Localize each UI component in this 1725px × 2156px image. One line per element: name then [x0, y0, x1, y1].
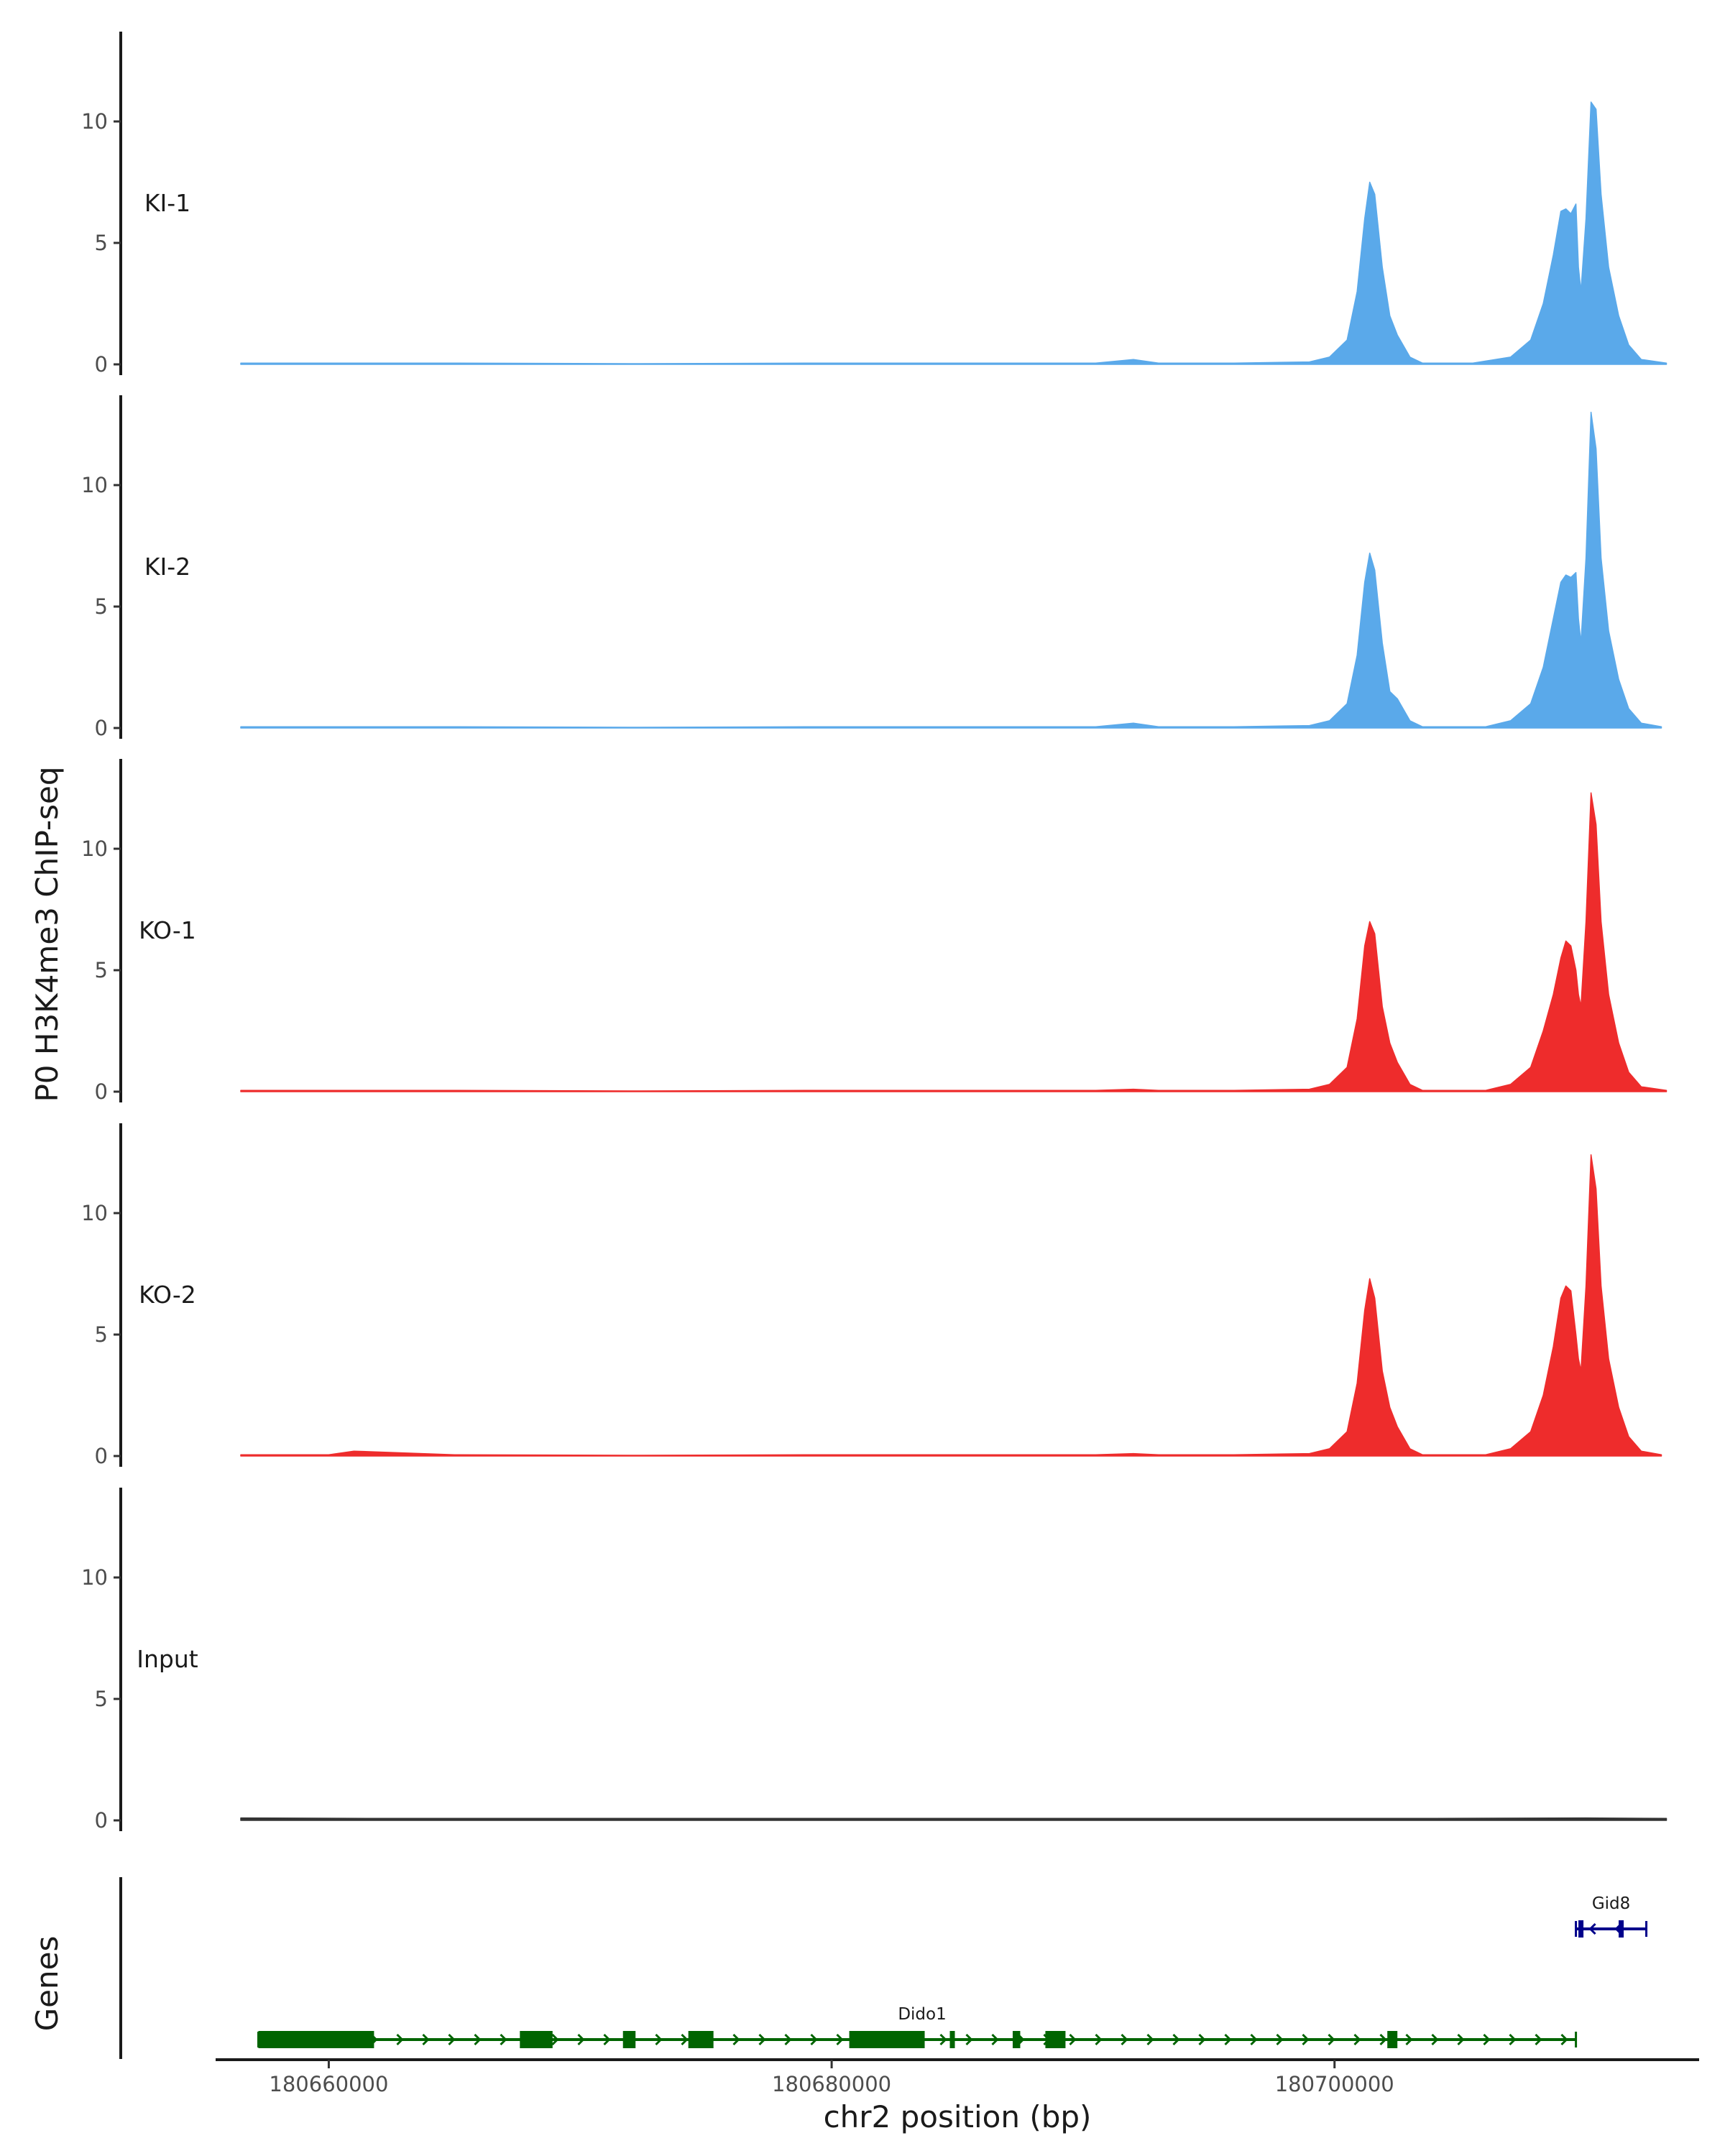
strand-arrow — [1328, 2033, 1335, 2046]
exon — [1387, 2031, 1398, 2048]
strand-arrow — [396, 2033, 404, 2046]
y-tick-label: 0 — [95, 1808, 108, 1833]
gene-panel-title: Genes — [29, 1936, 65, 2032]
exon — [1619, 1920, 1624, 1938]
y-tick-label: 0 — [95, 1444, 108, 1468]
strand-arrow — [500, 2033, 507, 2046]
strand-arrow — [681, 2033, 689, 2046]
strand-arrow — [939, 2033, 947, 2046]
y-tick-label: 5 — [95, 1322, 108, 1347]
strand-arrow — [603, 2033, 611, 2046]
strand-arrow — [474, 2033, 482, 2046]
exon — [949, 2031, 955, 2048]
strand-arrow — [1483, 2033, 1491, 2046]
track-label: KO-2 — [139, 1281, 196, 1309]
strand-arrow — [1560, 2033, 1568, 2046]
y-tick-label: 10 — [81, 1565, 108, 1590]
exon — [1012, 2031, 1021, 2048]
strand-arrow — [655, 2033, 663, 2046]
gene-panel: Dido1 Gid8 — [119, 1877, 1648, 2059]
exon — [1578, 1920, 1584, 1938]
strand-arrow — [1302, 2033, 1310, 2046]
track-ki-2: 0 5 10 KI-2 — [81, 395, 1662, 740]
y-tick-label: 10 — [81, 1201, 108, 1225]
strand-arrow — [836, 2033, 844, 2046]
gene-dido1: Dido1 — [257, 2005, 1578, 2048]
strand-arrow — [1457, 2033, 1465, 2046]
y-tick-label: 0 — [95, 352, 108, 377]
track-input: 0 5 10 Input — [81, 1488, 1668, 1833]
y-tick-label: 0 — [95, 716, 108, 740]
strand-arrow — [1379, 2033, 1387, 2046]
exon — [520, 2031, 553, 2048]
gene-label: Dido1 — [898, 2005, 946, 2024]
strand-arrow — [991, 2033, 999, 2046]
strand-arrow — [1224, 2033, 1232, 2046]
track-ko-1: 0 5 10 KO-1 — [81, 759, 1668, 1104]
strand-arrow — [810, 2033, 818, 2046]
exon — [849, 2031, 925, 2048]
signal-area — [240, 1817, 1668, 1821]
gene-label: Gid8 — [1592, 1894, 1630, 1913]
exon — [622, 2031, 636, 2048]
strand-arrow — [1588, 1922, 1596, 1935]
strand-arrow — [551, 2033, 559, 2046]
signal-area — [240, 411, 1662, 729]
strand-arrow — [1431, 2033, 1439, 2046]
y-tick-label: 5 — [95, 231, 108, 255]
strand-arrow — [1405, 2033, 1413, 2046]
y-tick-label: 10 — [81, 473, 108, 497]
strand-arrow — [1146, 2033, 1154, 2046]
strand-arrow — [1172, 2033, 1180, 2046]
strand-arrow — [1535, 2033, 1542, 2046]
x-axis-title: chr2 position (bp) — [824, 2099, 1092, 2134]
strand-arrow — [1250, 2033, 1258, 2046]
strand-arrow — [732, 2033, 740, 2046]
strand-arrow — [577, 2033, 585, 2046]
y-tick-label: 5 — [95, 958, 108, 982]
strand-arrow — [1069, 2033, 1077, 2046]
x-tick-label: 180660000 — [269, 2072, 388, 2096]
track-label: KI-1 — [144, 189, 190, 217]
strand-arrow — [758, 2033, 766, 2046]
strand-arrow — [448, 2033, 456, 2046]
track-label: KO-1 — [139, 916, 196, 944]
exon — [1045, 2031, 1066, 2048]
y-tick-label: 0 — [95, 1079, 108, 1104]
gene-gid8: Gid8 — [1575, 1894, 1648, 1938]
y-tick-label: 5 — [95, 594, 108, 619]
signal-area — [240, 1154, 1662, 1457]
x-tick-label: 180680000 — [772, 2072, 891, 2096]
track-ko-2: 0 5 10 KO-2 — [81, 1123, 1662, 1468]
track-ki-1: 0 5 10 KI-1 — [81, 32, 1668, 377]
strand-arrow — [965, 2033, 973, 2046]
y-axis-title: P0 H3K4me3 ChIP-seq — [29, 766, 65, 1102]
exon — [688, 2031, 714, 2048]
signal-area — [240, 101, 1668, 365]
signal-area — [240, 792, 1668, 1092]
x-tick-label: 180700000 — [1275, 2072, 1394, 2096]
y-tick-label: 10 — [81, 837, 108, 861]
exon — [258, 2031, 374, 2048]
y-tick-label: 10 — [81, 109, 108, 134]
track-label: Input — [137, 1645, 198, 1673]
strand-arrow — [1276, 2033, 1284, 2046]
signal-tracks: 0 5 10 KI-1 0 5 10 KI-2 0 5 10 KO-1 0 5 10 KO-2 0 5 10 Inpu… — [81, 32, 1668, 1833]
x-axis: 180660000 180680000 180700000 — [216, 2058, 1699, 2096]
y-tick-label: 5 — [95, 1687, 108, 1711]
strand-arrow — [1509, 2033, 1517, 2046]
strand-arrow — [784, 2033, 792, 2046]
strand-arrow — [1198, 2033, 1206, 2046]
strand-arrow — [1095, 2033, 1103, 2046]
strand-arrow — [1353, 2033, 1361, 2046]
strand-arrow — [1121, 2033, 1128, 2046]
track-label: KI-2 — [144, 553, 190, 581]
strand-arrow — [422, 2033, 430, 2046]
